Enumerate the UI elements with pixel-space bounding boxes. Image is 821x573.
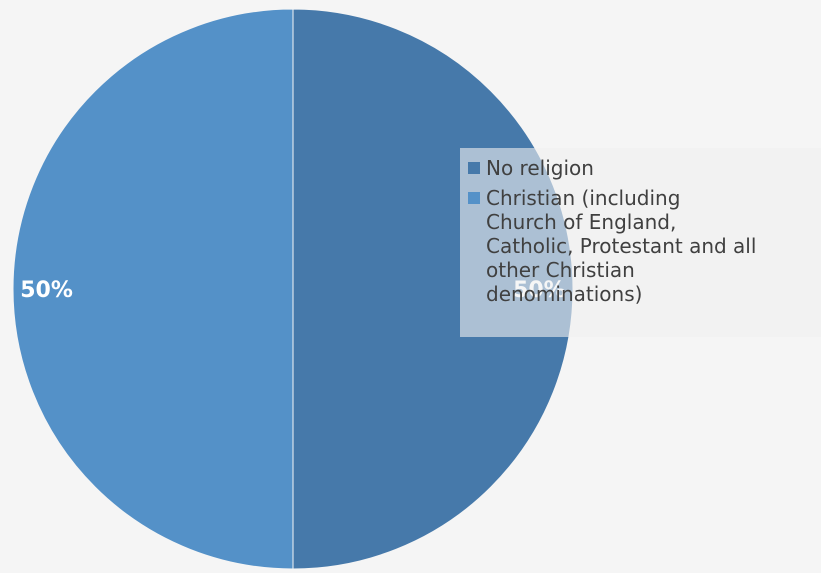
data-label-christian: 50%	[20, 278, 73, 303]
legend-label-christian: Christian (including Church of England, …	[486, 186, 757, 306]
legend-swatch-no-religion	[468, 162, 480, 174]
legend-label-no-religion: No religion	[486, 156, 594, 180]
chart-legend: No religion Christian (including Church …	[460, 148, 821, 337]
pie-slice-christian	[12, 8, 294, 570]
legend-item-no-religion: No religion	[468, 156, 821, 180]
legend-swatch-christian	[468, 192, 480, 204]
legend-item-christian: Christian (including Church of England, …	[468, 186, 821, 306]
